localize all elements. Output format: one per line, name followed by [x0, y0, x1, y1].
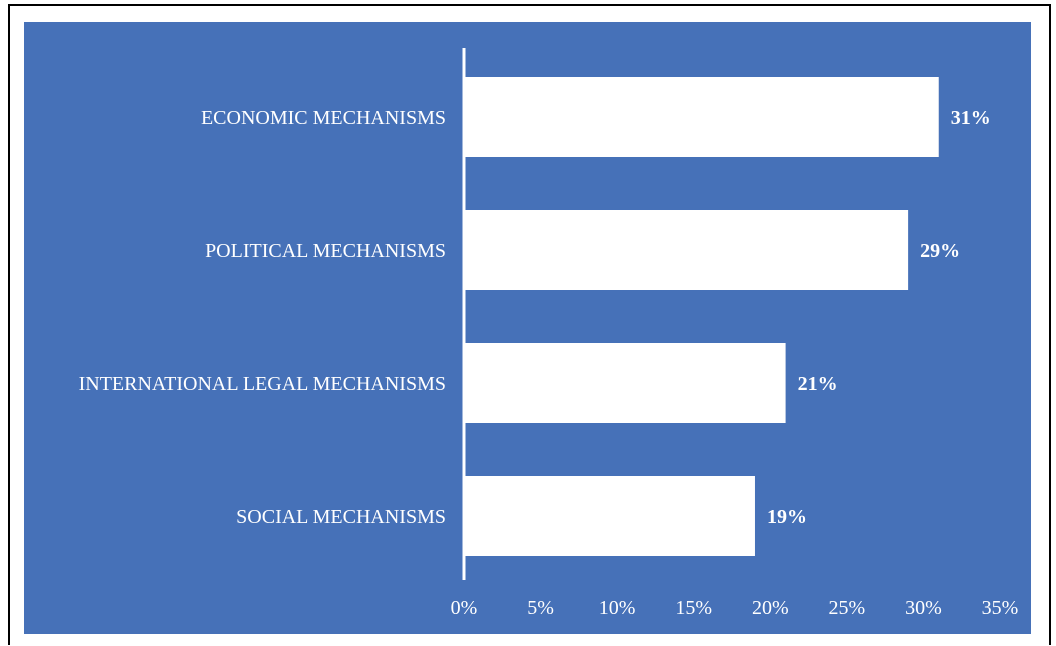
bar-3 [464, 343, 786, 423]
value-label-2: 29% [920, 240, 960, 262]
x-tick-label-6: 25% [829, 597, 866, 619]
bar-2 [464, 210, 909, 290]
category-label-1: ECONOMIC MECHANISMS [201, 107, 446, 129]
category-label-3: INTERNATIONAL LEGAL MECHANISMS [79, 373, 446, 395]
bar-1 [464, 77, 939, 157]
x-tick-label-7: 30% [905, 597, 942, 619]
bar-4 [464, 476, 755, 556]
x-tick-label-5: 20% [752, 597, 789, 619]
x-tick-label-4: 15% [675, 597, 712, 619]
x-tick-label-8: 35% [982, 597, 1019, 619]
value-label-4: 19% [767, 506, 807, 528]
value-label-1: 31% [951, 107, 991, 129]
value-label-3: 21% [798, 373, 838, 395]
x-tick-label-3: 10% [599, 597, 636, 619]
category-label-2: POLITICAL MECHANISMS [205, 240, 446, 262]
x-tick-label-2: 5% [527, 597, 554, 619]
x-tick-label-1: 0% [451, 597, 478, 619]
category-label-4: SOCIAL MECHANISMS [236, 506, 446, 528]
